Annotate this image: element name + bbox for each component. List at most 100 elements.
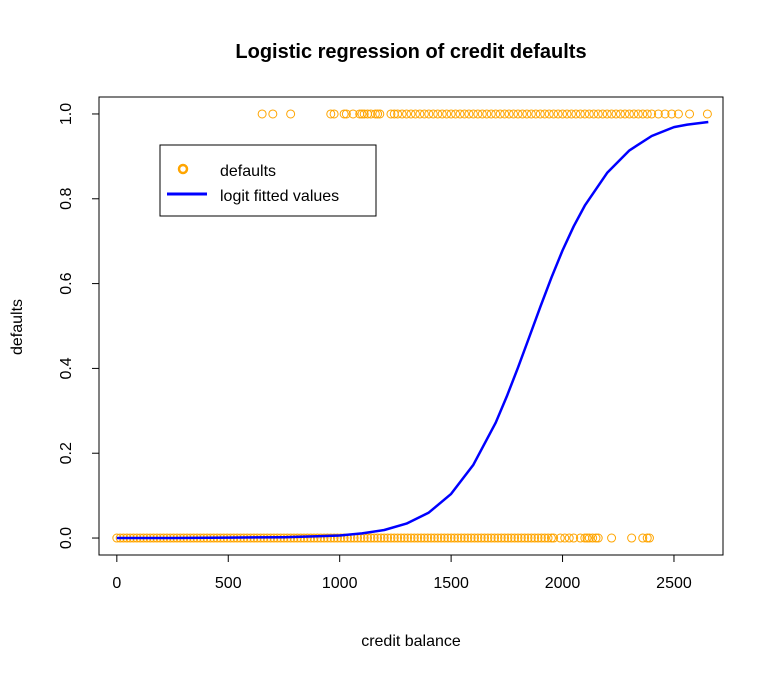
y-axis-label: defaults [9,299,26,355]
data-point [466,533,476,543]
data-point [424,109,434,119]
y-tick-label: 1.0 [58,103,75,125]
data-point [667,109,677,119]
data-point [549,533,559,543]
data-point [611,109,621,119]
legend-label-fitted: logit fitted values [220,188,339,205]
data-point [513,533,523,543]
fitted-line [116,120,709,540]
data-point [642,109,652,119]
data-point [517,109,527,119]
data-point [549,109,559,119]
data-point [638,109,648,119]
data-point [483,533,493,543]
data-point [369,533,379,543]
data-point [409,533,419,543]
data-point [397,109,407,119]
data-point [306,533,316,543]
data-point [584,109,594,119]
data-point [433,109,443,119]
data-point [607,533,617,543]
data-point [437,109,447,119]
data-point [399,533,409,543]
data-point [531,109,541,119]
data-point [379,533,389,543]
data-point [493,533,503,543]
data-point [341,109,351,119]
data-point [470,533,480,543]
data-point [526,533,536,543]
data-point [386,109,396,119]
data-point [516,533,526,543]
data-point [589,109,599,119]
x-tick-label: 500 [215,575,242,592]
data-point [370,109,380,119]
data-point [396,533,406,543]
data-point [673,109,683,119]
data-point [393,109,403,119]
data-point [566,109,576,119]
data-point [436,533,446,543]
data-point [366,109,376,119]
data-point [593,109,603,119]
data-point [415,109,425,119]
data-point [446,533,456,543]
data-point [393,533,403,543]
legend: defaults logit fitted values [159,144,377,217]
data-point [615,109,625,119]
data-point [584,533,594,543]
data-point [629,109,639,119]
data-point [546,533,556,543]
data-point [602,109,612,119]
data-point [446,109,456,119]
data-point [322,533,332,543]
data-point [459,109,469,119]
data-point [442,109,452,119]
legend-defaults-marker [177,163,189,175]
data-point [459,533,469,543]
data-point [685,109,695,119]
data-point [456,533,466,543]
data-point [463,533,473,543]
data-point [540,109,550,119]
data-point [373,109,383,119]
data-point [413,533,423,543]
data-point [406,109,416,119]
data-point [591,533,601,543]
data-point [348,109,358,119]
data-point [402,109,412,119]
y-tick-label: 0.2 [58,442,75,464]
data-point [624,109,634,119]
data-point [326,533,336,543]
data-point [647,109,657,119]
data-point [482,109,492,119]
data-point [480,533,490,543]
data-point [503,533,513,543]
data-point [543,533,553,543]
data-point [433,533,443,543]
data-point [332,533,342,543]
data-point [500,533,510,543]
data-point [575,533,585,543]
data-point [520,533,530,543]
data-point [336,533,346,543]
data-point [429,533,439,543]
data-point [403,533,413,543]
data-point [302,533,312,543]
data-point [496,533,506,543]
data-point [329,533,339,543]
data-point [268,109,278,119]
data-point [419,109,429,119]
data-point [558,109,568,119]
data-point [544,109,554,119]
data-point [702,109,712,119]
data-point [504,109,514,119]
data-point [523,533,533,543]
data-point [580,109,590,119]
data-point [329,109,339,119]
x-tick-label: 2500 [656,575,692,592]
data-point [553,109,563,119]
data-point [366,533,376,543]
data-point [257,109,267,119]
data-point [451,109,461,119]
